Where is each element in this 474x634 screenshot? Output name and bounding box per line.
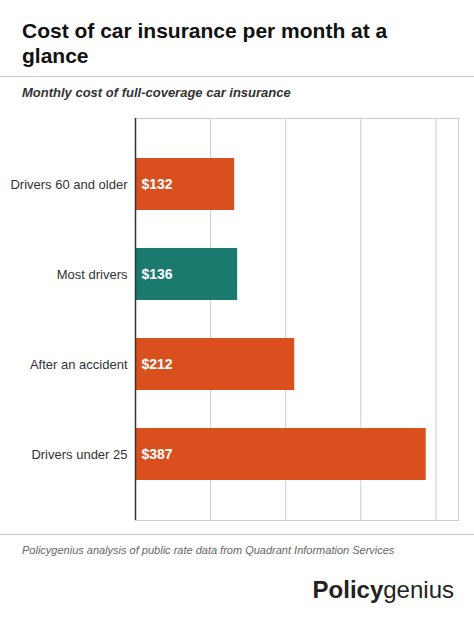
svg-text:$136: $136: [142, 266, 173, 282]
html-text:Cost of car insurance per mont: Cost of car insurance per month at a gla…: [22, 19, 388, 68]
html-text:Policygenius analysis of publi: Policygenius analysis of public rate dat…: [22, 544, 395, 557]
svg-text:Most drivers: Most drivers: [57, 267, 128, 282]
svg-text:After an accident: After an accident: [30, 357, 128, 372]
html-text:Monthly cost of full-coverage: Monthly cost of full-coverage car insura…: [22, 85, 291, 101]
svg-text:$212: $212: [142, 356, 173, 372]
svg-text:$387: $387: [142, 446, 173, 462]
html-text:Policy genius: Policy genius: [312, 575, 454, 603]
svg-text:Drivers 60 and older: Drivers 60 and older: [10, 177, 128, 192]
svg-text:$132: $132: [142, 176, 173, 192]
svg-text:Drivers under 25: Drivers under 25: [31, 447, 127, 462]
